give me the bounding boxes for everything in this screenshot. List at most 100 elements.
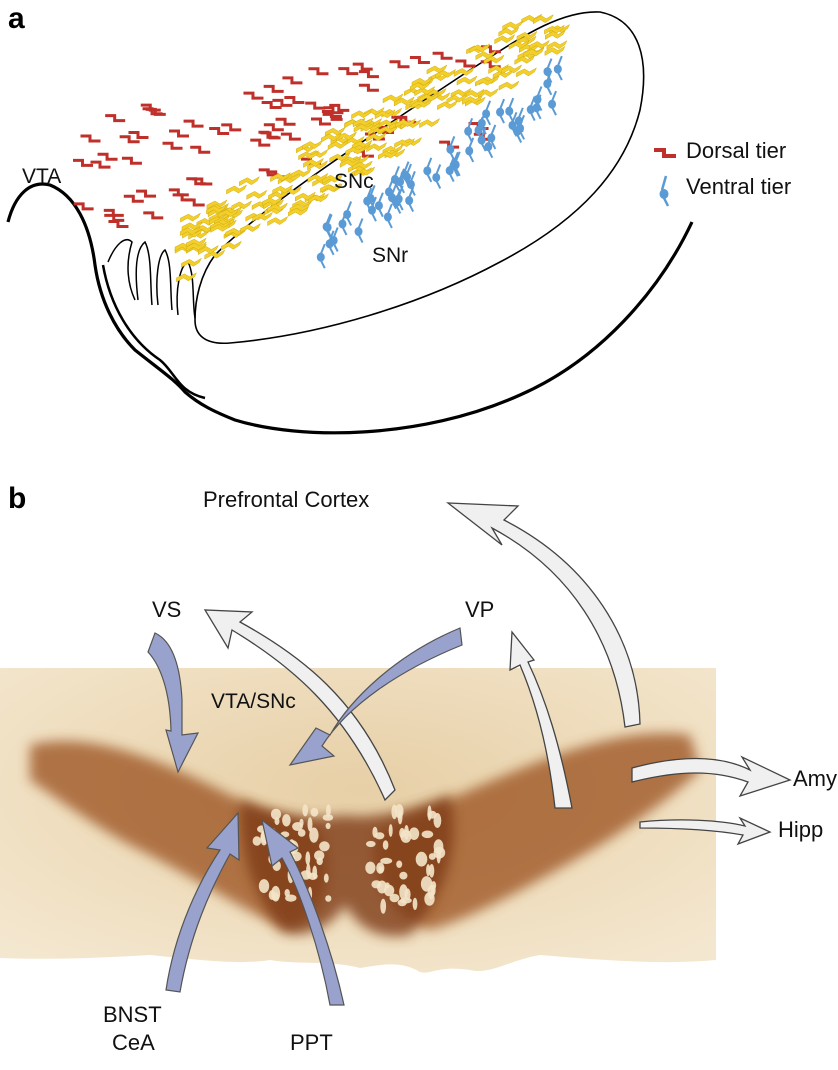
fiber-bundle-holes xyxy=(252,804,446,914)
snc-cell xyxy=(409,80,431,92)
dorsal-cell xyxy=(143,211,164,220)
dorsal-cell xyxy=(243,91,264,100)
ventral-cell xyxy=(383,203,393,229)
snc-cell xyxy=(462,94,483,105)
dorsal-cell xyxy=(105,114,126,123)
dorsal-cell xyxy=(80,134,101,143)
ventral-cell xyxy=(465,137,475,163)
snc-cell xyxy=(345,145,367,156)
snc-cell xyxy=(353,122,375,133)
fiber-hole xyxy=(400,829,412,843)
snc-cell xyxy=(411,98,433,109)
dorsal-cell xyxy=(250,138,271,147)
arrow-to-amy xyxy=(631,755,792,798)
ventral-cell xyxy=(322,213,332,239)
ventral-cell xyxy=(423,157,433,183)
snc-cell xyxy=(418,92,440,103)
fiber-hole xyxy=(429,864,435,878)
ventral-cell xyxy=(508,111,518,137)
dorsal-cell xyxy=(73,202,94,211)
dorsal-cell xyxy=(221,123,242,132)
snc-cell xyxy=(226,184,248,195)
fiber-hole xyxy=(282,814,291,827)
snc-cell xyxy=(516,30,538,41)
snc-cell xyxy=(394,138,416,149)
snc-cell xyxy=(478,75,500,86)
snc-cell xyxy=(343,135,365,146)
legend-ventral-icon xyxy=(659,175,670,207)
fiber-hole xyxy=(424,892,435,906)
snc-cell xyxy=(501,64,523,75)
snc-cell xyxy=(204,249,226,260)
ventral-cell xyxy=(406,171,416,196)
fiber-hole xyxy=(428,853,436,860)
dorsal-cell xyxy=(338,67,359,76)
fiber-hole xyxy=(395,804,404,819)
output-arrows xyxy=(203,502,792,846)
dorsal-cell xyxy=(136,189,157,198)
dorsal-cell xyxy=(284,96,305,105)
snc-cell xyxy=(181,221,203,232)
panel-b: b VTA/SNc xyxy=(0,482,837,1055)
ventral-cell xyxy=(505,97,515,123)
dorsal-cell xyxy=(121,156,142,165)
snc-cell xyxy=(240,223,262,234)
ventral-cell xyxy=(477,109,487,135)
snc-cell xyxy=(494,34,516,45)
snc-yellow-cells xyxy=(174,13,571,283)
fiber-hole xyxy=(323,873,329,883)
fiber-hole xyxy=(314,850,325,861)
snc-cell xyxy=(322,173,344,184)
ventral-cell xyxy=(532,94,542,120)
arrow-from-vs xyxy=(147,632,200,774)
ventral-cell xyxy=(487,124,497,150)
snc-cell xyxy=(514,54,536,65)
dorsal-cell xyxy=(455,59,476,68)
fiber-hole xyxy=(371,880,382,889)
legend-dorsal-label: Dorsal tier xyxy=(686,138,786,163)
ventral-cell xyxy=(316,243,326,269)
snc-cell xyxy=(210,222,232,233)
ventral-cell xyxy=(374,192,384,218)
ventral-cell xyxy=(516,114,526,140)
fiber-hole xyxy=(396,860,403,868)
ventral-cell xyxy=(387,184,397,210)
snc-cell xyxy=(378,149,399,160)
snc-cell xyxy=(426,64,448,75)
dorsal-cell xyxy=(263,123,284,132)
fiber-hole xyxy=(300,870,312,880)
snc-cell xyxy=(533,14,554,25)
ventral-cell xyxy=(394,185,404,211)
panel-a: a VTA SNc SNr Dorsal tier xyxy=(6,2,791,435)
snc-cell xyxy=(225,226,247,237)
dorsal-cell xyxy=(73,158,94,167)
dorsal-cell xyxy=(90,160,111,169)
fiber-hole xyxy=(326,804,331,817)
ventral-cell xyxy=(343,201,353,226)
dorsal-cell xyxy=(190,145,211,154)
stained-band-left xyxy=(30,741,328,930)
fiber-hole xyxy=(258,879,270,894)
snc-cell xyxy=(374,109,396,120)
fiber-hole xyxy=(325,822,331,830)
fiber-hole xyxy=(421,830,434,839)
snc-label: SNc xyxy=(334,170,374,193)
legend: Dorsal tier Ventral tier xyxy=(654,138,791,207)
vta-label: VTA xyxy=(22,165,61,188)
snc-cell xyxy=(186,241,207,252)
dorsal-cell xyxy=(308,67,329,76)
fiber-hole xyxy=(366,840,376,848)
fiber-hole xyxy=(412,897,418,911)
snc-cell xyxy=(469,43,491,54)
snc-cell xyxy=(329,152,351,163)
fiber-hole xyxy=(310,807,319,817)
dorsal-cell xyxy=(108,220,129,229)
ventral-cell xyxy=(390,166,400,191)
snc-cell xyxy=(352,160,373,171)
ventral-cell xyxy=(325,230,335,256)
ventral-cell xyxy=(543,70,553,96)
dorsal-cell xyxy=(119,135,140,144)
snc-cell xyxy=(206,204,228,215)
snc-cell xyxy=(502,20,524,31)
